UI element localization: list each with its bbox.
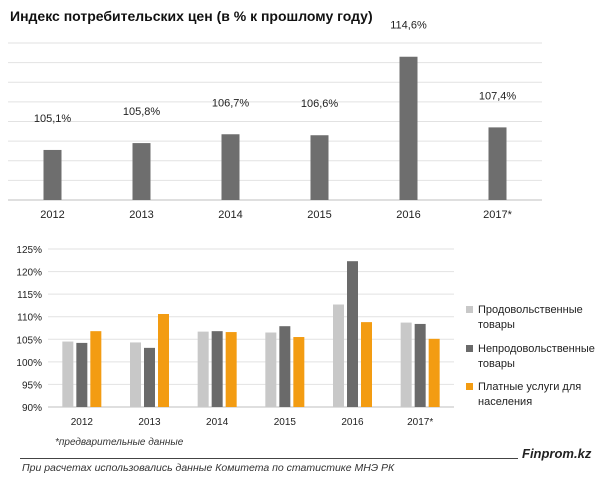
legend-swatch-services [466, 383, 473, 390]
bar [43, 149, 62, 200]
bar [400, 322, 412, 407]
bar [76, 342, 88, 407]
x-tick-label: 2014 [206, 417, 229, 428]
bar [414, 323, 426, 407]
bar [221, 134, 240, 200]
chart-title: Индекс потребительских цен (в % к прошло… [10, 8, 373, 24]
data-label: 107,4% [479, 90, 517, 102]
bar [265, 332, 277, 407]
bar [488, 127, 507, 200]
data-label: 106,7% [212, 97, 250, 109]
bar [279, 326, 291, 407]
x-tick-label: 2012 [40, 209, 64, 221]
x-tick-label: 2016 [341, 417, 364, 428]
bar [361, 322, 372, 407]
x-tick-label: 2013 [129, 209, 153, 221]
bar [347, 261, 358, 407]
data-label: 105,1% [34, 113, 72, 125]
x-tick-label: 2016 [396, 209, 420, 221]
legend-label-nonfood: Непродовольственные товары [478, 343, 595, 370]
x-tick-label: 2017* [407, 417, 433, 428]
bar [132, 143, 151, 200]
y-tick-label: 100% [16, 358, 42, 369]
x-tick-label: 2014 [218, 209, 242, 221]
bar [211, 331, 223, 407]
x-tick-label: 2012 [71, 417, 94, 428]
legend-swatch-nonfood [466, 345, 473, 352]
data-label: 105,8% [123, 106, 161, 118]
x-tick-label: 2013 [138, 417, 161, 428]
legend-label-food: Продовольственные товары [478, 304, 583, 331]
source-note: При расчетах использовались данные Комит… [22, 462, 395, 474]
y-tick-label: 105% [16, 335, 42, 346]
cpi-total-chart: 105,1% 2012 105,8% 2013 106,7% 2014 106,6% 2015… [8, 20, 542, 221]
legend-label-services: Платные услуги для населения [478, 381, 582, 408]
bar [293, 337, 305, 407]
bar [62, 341, 74, 407]
y-tick-label: 115% [17, 290, 42, 301]
bar [197, 331, 209, 407]
y-tick-label: 90% [22, 403, 42, 414]
bar [225, 332, 237, 407]
data-label: 114,6% [390, 20, 427, 32]
y-tick-label: 125% [16, 245, 42, 256]
x-tick-label: 2015 [307, 209, 331, 221]
bar [333, 304, 344, 407]
y-tick-label: 120% [16, 268, 42, 279]
bar [158, 314, 169, 407]
bar [399, 56, 418, 200]
footer-divider [20, 458, 518, 459]
legend-swatch-food [466, 306, 473, 313]
x-tick-label: 2017* [483, 209, 512, 221]
bar [130, 342, 141, 407]
bar [310, 135, 329, 200]
bar [90, 331, 102, 407]
y-tick-label: 95% [22, 380, 42, 391]
y-tick-label: 110% [17, 313, 42, 324]
bar [144, 347, 155, 407]
data-label: 106,6% [301, 98, 339, 110]
bar [428, 338, 440, 407]
footnote: *предварительные данные [55, 437, 184, 448]
brand-logo-text: Finprom.kz [522, 446, 592, 461]
x-tick-label: 2015 [274, 417, 297, 428]
